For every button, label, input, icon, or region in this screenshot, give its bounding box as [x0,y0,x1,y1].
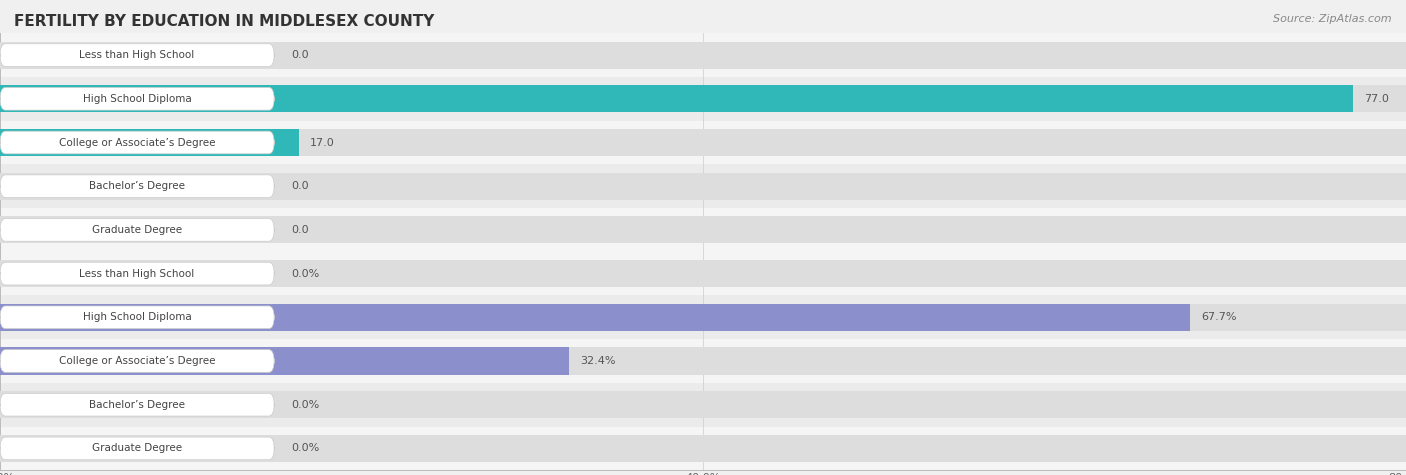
Bar [0,304,1189,331]
Text: 0.0%: 0.0% [291,399,319,410]
Bar [0,347,1406,375]
FancyBboxPatch shape [0,175,274,198]
Bar [0,85,1406,113]
FancyBboxPatch shape [0,44,274,66]
Bar [0,339,1406,383]
Bar [0,77,1406,121]
Bar [0,216,1406,244]
Bar [0,391,1406,418]
Bar [0,435,1406,462]
Bar [0,33,1406,77]
Text: 0.0%: 0.0% [291,268,319,279]
Bar [0,208,1406,252]
Bar [0,129,1406,156]
Text: 67.7%: 67.7% [1201,312,1236,323]
Text: 0.0: 0.0 [291,50,309,60]
Bar [0,260,1406,287]
Text: Less than High School: Less than High School [80,50,194,60]
Text: Less than High School: Less than High School [80,268,194,279]
Text: High School Diploma: High School Diploma [83,312,191,323]
Text: 0.0: 0.0 [291,225,309,235]
FancyBboxPatch shape [0,131,274,154]
Bar [0,41,1406,69]
Bar [0,164,1406,208]
Text: Source: ZipAtlas.com: Source: ZipAtlas.com [1274,14,1392,24]
Text: College or Associate’s Degree: College or Associate’s Degree [59,356,215,366]
Text: Bachelor’s Degree: Bachelor’s Degree [89,181,186,191]
Bar [0,304,1406,331]
Bar [0,129,298,156]
Bar [0,172,1406,200]
Bar [0,427,1406,470]
FancyBboxPatch shape [0,437,274,460]
FancyBboxPatch shape [0,262,274,285]
FancyBboxPatch shape [0,393,274,416]
FancyBboxPatch shape [0,218,274,241]
Text: 0.0%: 0.0% [291,443,319,454]
FancyBboxPatch shape [0,350,274,372]
Text: 17.0: 17.0 [311,137,335,148]
Text: 32.4%: 32.4% [581,356,616,366]
Text: 77.0: 77.0 [1364,94,1389,104]
Bar [0,295,1406,339]
Text: High School Diploma: High School Diploma [83,94,191,104]
Text: College or Associate’s Degree: College or Associate’s Degree [59,137,215,148]
Bar [0,121,1406,164]
Text: Bachelor’s Degree: Bachelor’s Degree [89,399,186,410]
Text: Graduate Degree: Graduate Degree [91,443,183,454]
FancyBboxPatch shape [0,87,274,110]
Text: Graduate Degree: Graduate Degree [91,225,183,235]
Bar [0,252,1406,295]
FancyBboxPatch shape [0,306,274,329]
Bar [0,347,569,375]
Text: 0.0: 0.0 [291,181,309,191]
Bar [0,383,1406,427]
Bar [0,85,1353,113]
Text: FERTILITY BY EDUCATION IN MIDDLESEX COUNTY: FERTILITY BY EDUCATION IN MIDDLESEX COUN… [14,14,434,29]
